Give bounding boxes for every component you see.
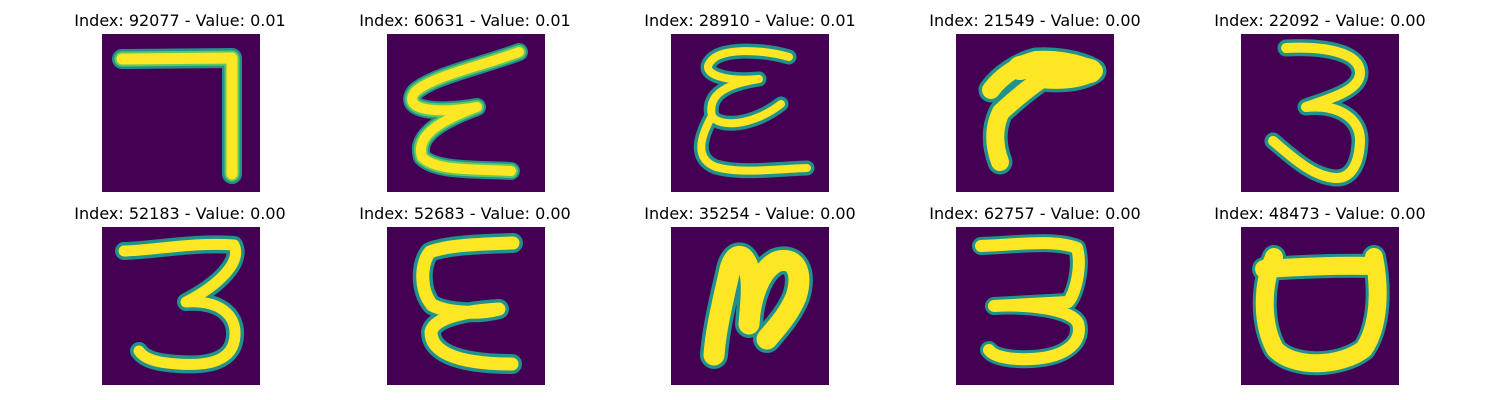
panel-title: Index: 92077 - Value: 0.01 (74, 11, 286, 30)
panel-title: Index: 60631 - Value: 0.01 (359, 11, 571, 30)
digit-image (956, 34, 1114, 192)
panel-title: Index: 52683 - Value: 0.00 (359, 204, 571, 223)
digit-image-panel (387, 227, 545, 385)
digit-image-panel (1241, 34, 1399, 192)
digit-image (671, 227, 829, 385)
panel-title: Index: 48473 - Value: 0.00 (1214, 204, 1426, 223)
digit-image-panel (671, 227, 829, 385)
panel-title: Index: 22092 - Value: 0.00 (1214, 11, 1426, 30)
digit-image-panel (956, 227, 1114, 385)
digit-image (102, 227, 260, 385)
digit-image-panel (102, 227, 260, 385)
digit-image-panel (956, 34, 1114, 192)
digit-image (1241, 227, 1399, 385)
panel-title: Index: 62757 - Value: 0.00 (929, 204, 1141, 223)
digit-image-panel (102, 34, 260, 192)
digit-image (102, 34, 260, 192)
digit-image (671, 34, 829, 192)
digit-image-panel (387, 34, 545, 192)
panel-title: Index: 52183 - Value: 0.00 (74, 204, 286, 223)
panel-title: Index: 21549 - Value: 0.00 (929, 11, 1141, 30)
digit-image-panel (671, 34, 829, 192)
digit-image (387, 34, 545, 192)
digit-image (1241, 34, 1399, 192)
panel-title: Index: 35254 - Value: 0.00 (644, 204, 856, 223)
digit-image (956, 227, 1114, 385)
digit-image-panel (1241, 227, 1399, 385)
panel-title: Index: 28910 - Value: 0.01 (644, 11, 856, 30)
digit-image (387, 227, 545, 385)
